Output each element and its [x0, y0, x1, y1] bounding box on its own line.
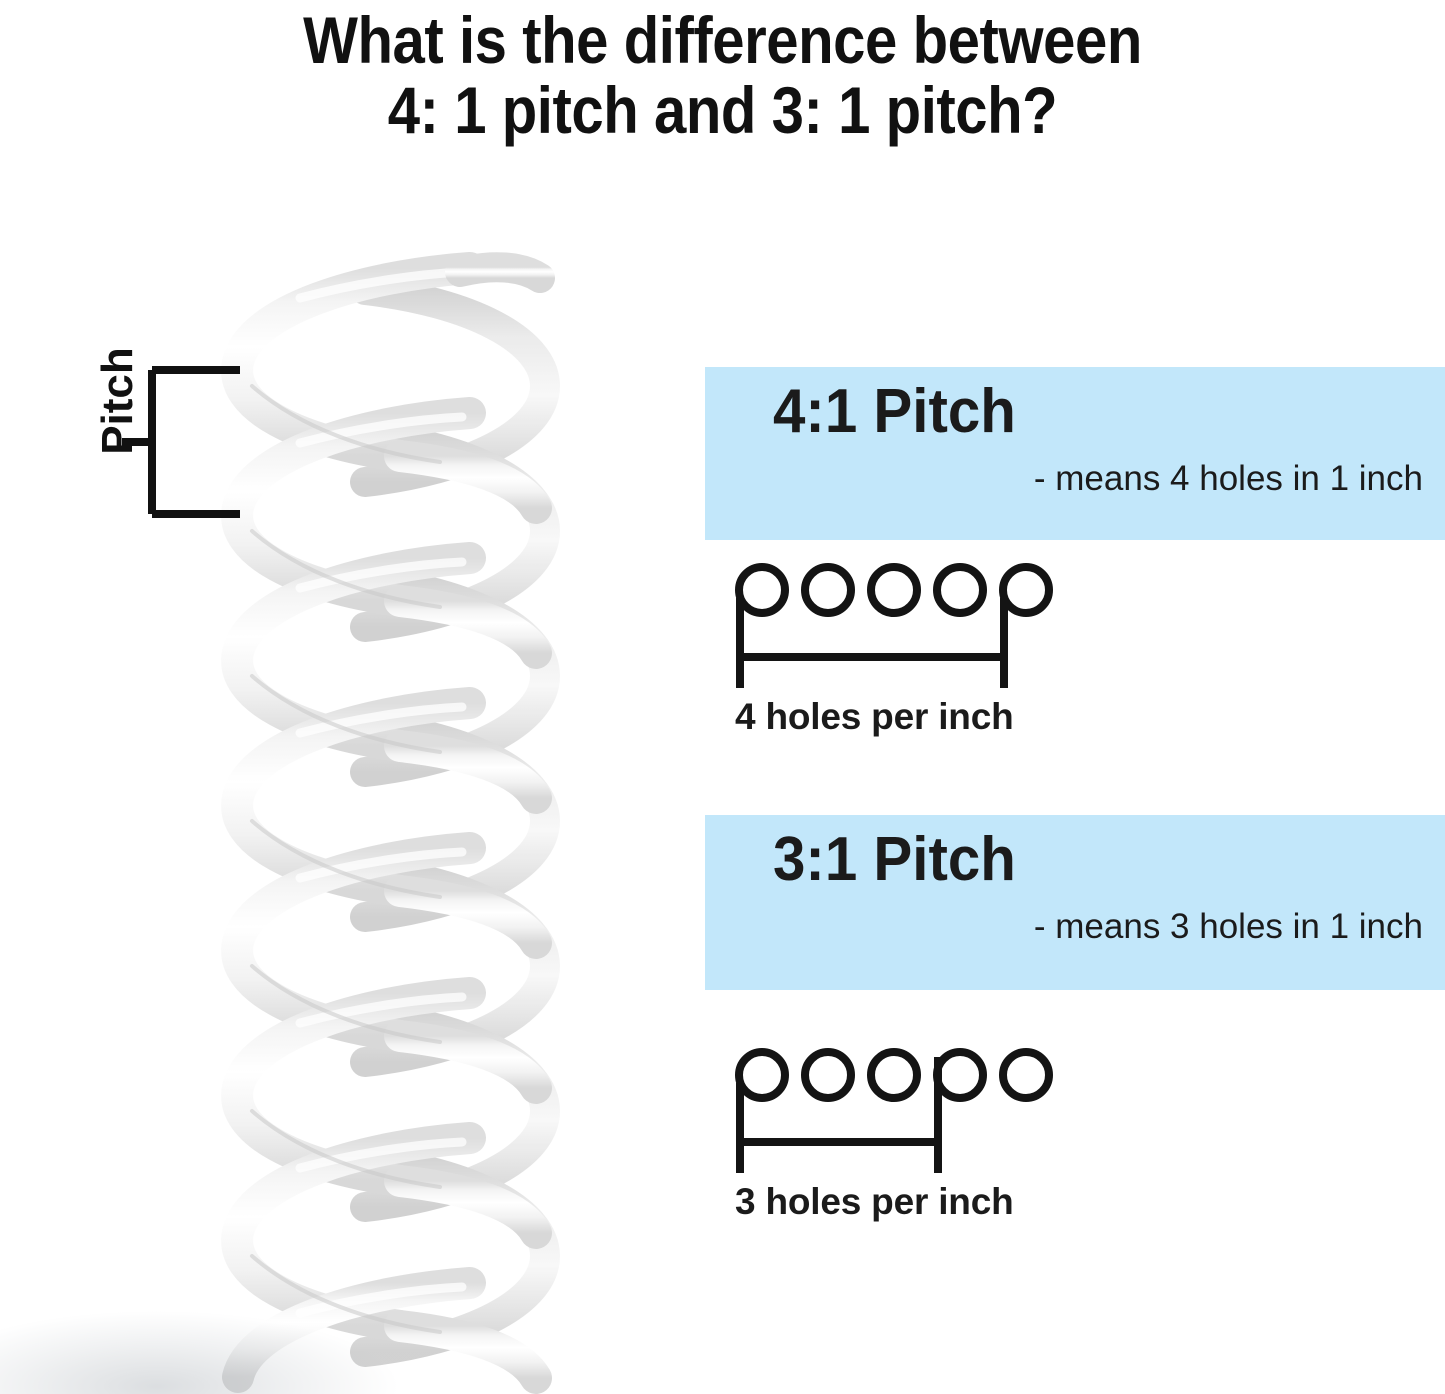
diagram-3-holes-per-inch: 3 holes per inch: [735, 1043, 1065, 1233]
pitch-label: Pitch: [93, 347, 142, 455]
hole-circle: [933, 1048, 987, 1102]
hole-circle: [933, 563, 987, 617]
panel-4to1-subtitle: - means 4 holes in 1 inch: [1033, 459, 1423, 498]
diagram-4-holes-per-inch: 4 holes per inch: [735, 558, 1065, 748]
hole-circle: [735, 1048, 789, 1102]
holes-3-icon: [735, 1048, 1053, 1173]
panel-3to1: 3:1 Pitch - means 3 holes in 1 inch: [705, 815, 1445, 990]
hole-circle: [999, 563, 1053, 617]
measure-bracket: [736, 1057, 942, 1173]
hole-circle: [801, 1048, 855, 1102]
hole-circle: [867, 1048, 921, 1102]
pitch-bracket-icon: [122, 366, 240, 518]
title-line-1: What is the difference between: [303, 3, 1142, 77]
caption-4-holes-per-inch: 4 holes per inch: [735, 696, 1014, 737]
hole-circle: [867, 563, 921, 617]
coil-svg: [221, 252, 561, 1394]
measure-bracket: [736, 598, 1008, 688]
panel-3to1-heading: 3:1 Pitch: [773, 825, 1016, 894]
panel-3to1-subtitle: - means 3 holes in 1 inch: [1033, 907, 1423, 946]
holes-4-icon: [735, 563, 1053, 688]
title-line-2: 4: 1 pitch and 3: 1 pitch?: [387, 72, 1058, 147]
panel-4to1-heading: 4:1 Pitch: [773, 377, 1016, 446]
pitch-measure: Pitch: [56, 347, 256, 542]
hole-circle: [735, 563, 789, 617]
caption-3-holes-per-inch: 3 holes per inch: [735, 1181, 1014, 1222]
panel-4to1: 4:1 Pitch - means 4 holes in 1 inch: [705, 367, 1445, 540]
hole-circle: [999, 1048, 1053, 1102]
page-title: What is the difference between 4: 1 pitc…: [0, 3, 1445, 147]
hole-circle: [801, 563, 855, 617]
